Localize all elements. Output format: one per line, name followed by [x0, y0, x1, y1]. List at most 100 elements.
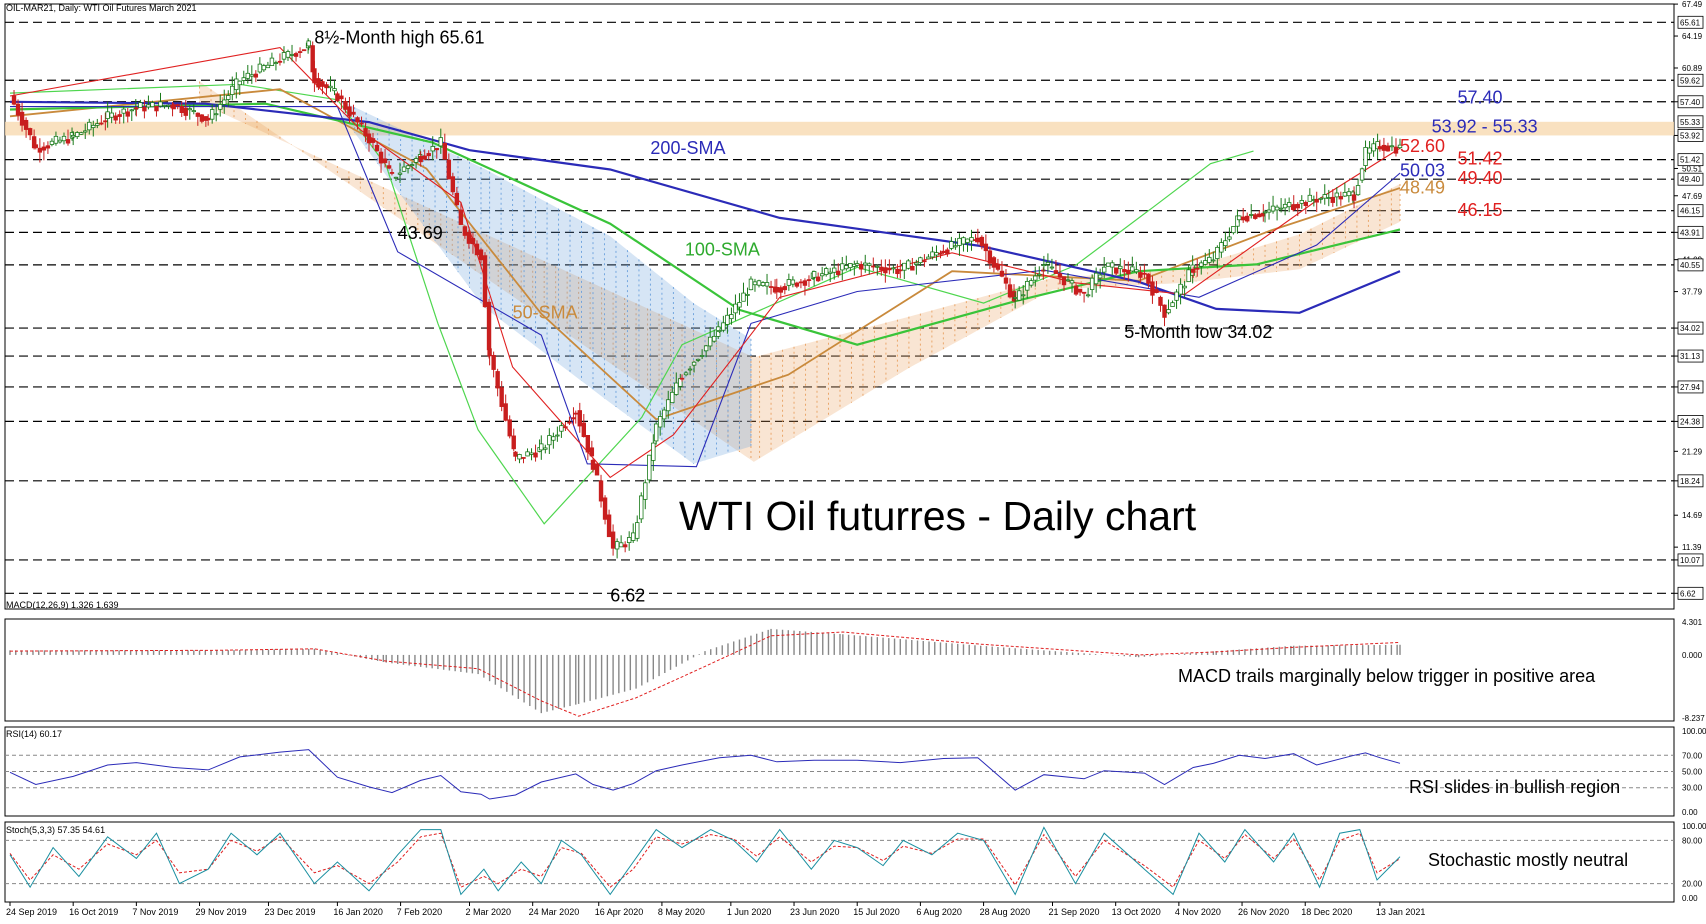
price-panel: 8½-Month high 65.61 43.69 6.62 5-Month low …: [4, 0, 1704, 610]
candle-body: [214, 113, 219, 116]
candle-body: [832, 267, 837, 273]
candle-body: [778, 287, 784, 293]
candle-body: [1355, 185, 1361, 196]
price-box-46.15: [1677, 204, 1704, 218]
candle-body: [511, 435, 516, 450]
x-tick-8-may-2020: 8 May 2020: [658, 907, 705, 917]
price-box-49.40: [1677, 172, 1704, 186]
candle-body: [626, 537, 632, 543]
candle-body: [938, 252, 943, 255]
candle-body: [517, 454, 522, 460]
candle-body: [782, 286, 788, 291]
candle-body: [737, 302, 742, 308]
x-tick-24-mar-2020: 24 Mar 2020: [529, 907, 580, 917]
candle-body: [815, 276, 821, 282]
candle-body: [1307, 194, 1313, 202]
price-box-6.62: [1677, 586, 1704, 600]
candle-body: [438, 137, 443, 147]
x-tick-7-nov-2019: 7 Nov 2019: [132, 907, 178, 917]
candle-body: [975, 237, 981, 243]
candle-body: [187, 108, 192, 111]
candle-body: [83, 130, 88, 133]
candle-body: [363, 128, 368, 137]
candle-body: [306, 40, 311, 47]
candle-body: [99, 122, 104, 125]
price-tick-50.51: 50.51: [1682, 164, 1703, 173]
candle-body: [257, 63, 263, 73]
candle-body: [563, 426, 568, 429]
candle-body: [798, 281, 804, 284]
price-box-10.07: [1677, 553, 1704, 567]
candle-body: [1385, 145, 1391, 152]
price-box-label-27.94: 27.94: [1680, 383, 1701, 392]
candle-body: [1174, 291, 1179, 301]
candle-body: [691, 361, 697, 366]
kijun-line: [10, 106, 1401, 468]
candle-body: [1346, 191, 1352, 197]
macd-note: MACD trails marginally below trigger in …: [1178, 666, 1596, 686]
x-tick-13-jan-2021: 13 Jan 2021: [1376, 907, 1426, 917]
price-box-55.33: [1677, 115, 1704, 129]
candle-body: [150, 102, 155, 108]
candle-body: [945, 249, 950, 255]
candle-body: [1227, 236, 1232, 240]
candle-body: [1122, 269, 1127, 273]
candle-body: [499, 387, 504, 407]
candle-body: [265, 64, 271, 69]
candle-body: [382, 158, 388, 164]
candle-body: [855, 263, 860, 266]
macd-tick-4.301: 4.301: [1682, 618, 1703, 627]
x-tick-13-oct-2020: 13 Oct 2020: [1112, 907, 1161, 917]
candle-body: [486, 301, 492, 351]
candle-body: [1266, 209, 1272, 213]
candle-body: [166, 104, 171, 107]
candle-body: [273, 62, 279, 64]
candle-body: [1053, 270, 1059, 274]
candle-body: [1351, 194, 1357, 201]
candle-body: [999, 270, 1005, 277]
candle-body: [11, 95, 17, 105]
price-tick-60.89: 60.89: [1682, 64, 1703, 73]
candle-body: [1371, 143, 1376, 152]
price-tick-21.29: 21.29: [1682, 447, 1703, 456]
candle-body: [614, 541, 620, 550]
candle-body: [347, 106, 352, 117]
candle-body: [1211, 259, 1216, 262]
candle-body: [355, 117, 360, 123]
candle-body: [953, 245, 958, 248]
candle-body: [289, 54, 295, 56]
candle-body: [1093, 272, 1099, 285]
candle-body: [934, 252, 939, 256]
stochastic-panel-frame: [4, 821, 1675, 903]
price-box-65.61: [1677, 15, 1704, 29]
candle-body: [19, 111, 25, 126]
candle-body: [1203, 260, 1208, 265]
candle-body: [1041, 269, 1046, 272]
rsi-tick-50.00: 50.00: [1682, 768, 1703, 777]
x-tick-29-nov-2019: 29 Nov 2019: [196, 907, 247, 917]
candle-body: [1049, 266, 1055, 269]
candle-body: [1262, 211, 1268, 214]
price-box-label-59.62: 59.62: [1680, 76, 1701, 85]
price-box-label-46.15: 46.15: [1680, 207, 1701, 216]
candle-body: [987, 250, 993, 264]
macd-tick--8.237: -8.237: [1682, 714, 1705, 723]
candle-body: [525, 451, 530, 457]
candle-body: [840, 263, 845, 271]
candle-body: [590, 459, 596, 470]
candle-body: [995, 263, 1001, 270]
candle-body: [370, 138, 376, 143]
x-tick-15-jul-2020: 15 Jul 2020: [853, 907, 900, 917]
candle-body: [1367, 147, 1372, 154]
candle-body: [1342, 192, 1348, 197]
candle-body: [1033, 275, 1038, 281]
candle-body: [103, 120, 108, 123]
candle-body: [906, 260, 911, 269]
candle-body: [183, 107, 188, 116]
candle-body: [926, 256, 931, 260]
candle-body: [1057, 273, 1063, 278]
candle-body: [466, 232, 472, 244]
price-box-label-51.42: 51.42: [1680, 156, 1701, 165]
candle-body: [162, 105, 167, 107]
x-tick-28-aug-2020: 28 Aug 2020: [980, 907, 1031, 917]
